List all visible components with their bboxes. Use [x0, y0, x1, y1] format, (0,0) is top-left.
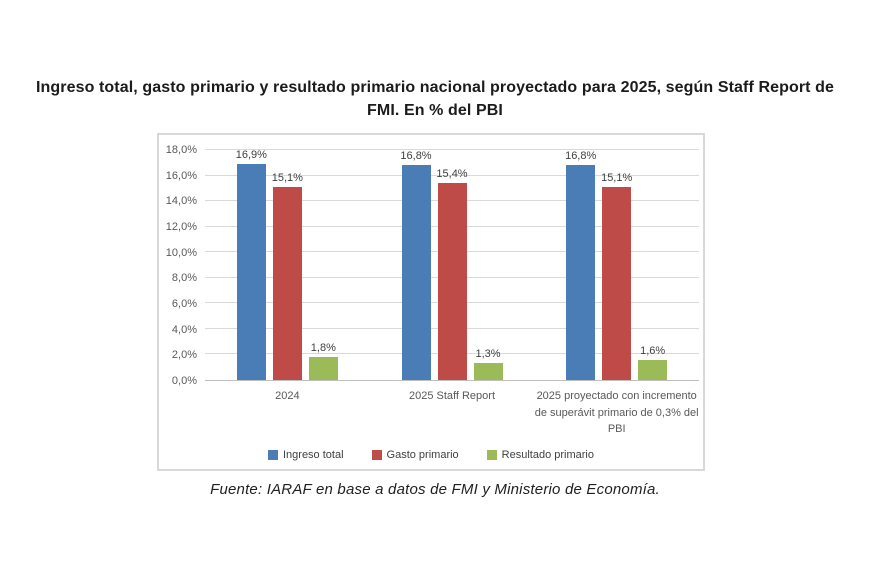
x-category-label: 2025 Staff Report: [370, 388, 535, 438]
bar-value-label: 16,8%: [400, 150, 432, 163]
bar-value-label: 1,8%: [310, 342, 336, 354]
bar-value-label: 15,1%: [271, 172, 303, 185]
legend-swatch-icon: [371, 449, 382, 460]
legend-label: Ingreso total: [282, 448, 344, 461]
bar-cell: 1,8%: [308, 150, 338, 380]
bar-gasto-primario: [437, 183, 467, 380]
gridline: [205, 149, 699, 150]
y-tick-label: 2,0%: [171, 349, 197, 362]
bar-value-label: 1,3%: [475, 348, 501, 361]
bar-ingreso-total: [236, 164, 266, 380]
plot-column: 16,9% 15,1% 1,8% 16,8% 15,4% 1,3% 16,8% 15,1% 1,…: [205, 149, 703, 438]
bar-resultado-primario: [308, 357, 338, 380]
bar-cell: 16,8%: [400, 150, 432, 380]
x-axis-labels: 2024 2025 Staff Report 2025 proyectado con…: [205, 388, 699, 438]
gridline: [205, 174, 699, 176]
bar-value-label: 15,4%: [436, 168, 468, 181]
y-tick-label: 10,0%: [165, 246, 197, 259]
bar-cell: 16,8%: [565, 150, 597, 380]
y-tick-label: 6,0%: [171, 297, 197, 310]
bar-gasto-primario: [602, 187, 632, 380]
legend-item: Gasto primario: [371, 448, 459, 461]
legend: Ingreso total Gasto primario Resultado pri…: [159, 449, 703, 461]
bar-cell: 1,6%: [638, 150, 668, 380]
bar-value-label: 16,8%: [565, 150, 597, 163]
bar-cell: 15,1%: [601, 150, 633, 380]
chart-frame: 18,0% 16,0% 14,0% 12,0% 10,0% 8,0% 6,0% 4,0% 2,0…: [157, 133, 705, 471]
bar-value-label: 1,6%: [640, 344, 666, 357]
legend-item: Ingreso total: [267, 448, 344, 461]
bar-group: 16,9% 15,1% 1,8%: [205, 149, 370, 380]
legend-label: Resultado primario: [501, 448, 594, 461]
bar-cell: 16,9%: [235, 149, 267, 380]
bar-value-label: 15,1%: [601, 172, 633, 185]
y-axis: 18,0% 16,0% 14,0% 12,0% 10,0% 8,0% 6,0% 4,0% 2,0…: [159, 144, 205, 387]
x-category-label: 2024: [205, 388, 370, 438]
bar-ingreso-total: [401, 165, 431, 380]
source-note: Fuente: IARAF en base a datos de FMI y M…: [210, 481, 660, 498]
bar-ingreso-total: [566, 165, 596, 380]
bar-resultado-primario: [473, 363, 503, 380]
legend-label: Gasto primario: [386, 448, 459, 461]
y-tick-label: 4,0%: [171, 323, 197, 336]
y-tick-label: 18,0%: [165, 144, 197, 156]
plot-area: 16,9% 15,1% 1,8% 16,8% 15,4% 1,3% 16,8% 15,1% 1,…: [205, 149, 699, 381]
bar-group: 16,8% 15,4% 1,3%: [370, 150, 535, 380]
legend-swatch-icon: [267, 449, 278, 460]
y-tick-label: 8,0%: [171, 272, 197, 285]
legend-swatch-icon: [486, 449, 497, 460]
legend-item: Resultado primario: [486, 448, 594, 461]
bar-resultado-primario: [638, 359, 668, 380]
x-category-label-text: 2025 Staff Report: [408, 390, 496, 402]
bar-cell: 15,4%: [436, 150, 468, 380]
bar-cell: 15,1%: [271, 150, 303, 380]
x-category-label-text: 2025 proyectado con incremento de superá…: [534, 390, 699, 435]
y-tick-label: 16,0%: [165, 169, 197, 182]
chart-body: 18,0% 16,0% 14,0% 12,0% 10,0% 8,0% 6,0% 4,0% 2,0…: [159, 135, 703, 438]
bar-cell: 1,3%: [473, 150, 503, 380]
y-tick-label: 0,0%: [171, 375, 197, 387]
x-category-label: 2025 proyectado con incremento de superá…: [534, 388, 699, 438]
y-tick-label: 14,0%: [165, 195, 197, 208]
bar-gasto-primario: [272, 187, 302, 380]
y-tick-label: 12,0%: [165, 220, 197, 233]
x-category-label-text: 2024: [275, 390, 300, 402]
bar-value-label: 16,9%: [235, 149, 267, 162]
chart-title: Ingreso total, gasto primario y resultad…: [35, 79, 835, 120]
bar-group: 16,8% 15,1% 1,6%: [534, 150, 699, 380]
